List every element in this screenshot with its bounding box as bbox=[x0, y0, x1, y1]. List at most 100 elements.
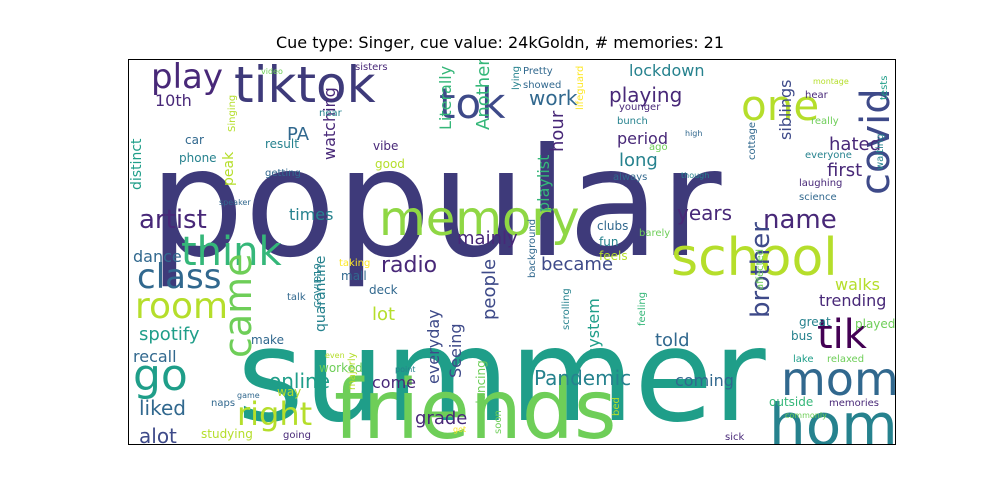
cloud-word-car: car bbox=[185, 133, 204, 147]
cloud-word-everyday: everyday bbox=[424, 309, 443, 384]
cloud-word-younger: younger bbox=[619, 102, 661, 113]
cloud-word-another: Another bbox=[473, 60, 494, 130]
cloud-word-way: way bbox=[277, 385, 301, 399]
cloud-word-majorly: majorly bbox=[347, 352, 358, 390]
cloud-word-mall: mall bbox=[341, 269, 367, 283]
cloud-word-science: science bbox=[799, 192, 837, 203]
cloud-word-radio: radio bbox=[381, 253, 437, 278]
cloud-word-affected: affected bbox=[755, 249, 766, 290]
cloud-word-taking: taking bbox=[339, 258, 370, 269]
cloud-word-playing: playing bbox=[609, 83, 682, 107]
cloud-word-commonly: commonly bbox=[785, 411, 827, 420]
cloud-word-memories: memories bbox=[829, 398, 879, 409]
cloud-word-background: background bbox=[527, 219, 538, 278]
cloud-word-name: name bbox=[763, 205, 837, 235]
cloud-word-tests: tests bbox=[879, 76, 890, 100]
cloud-word-clubs: clubs bbox=[597, 219, 628, 233]
cloud-word-feels: feels bbox=[599, 249, 628, 263]
cloud-word-think: think bbox=[181, 229, 283, 275]
cloud-word-first: first bbox=[827, 160, 862, 181]
cloud-word-one: one bbox=[741, 81, 819, 130]
cloud-word-hear: hear bbox=[805, 90, 829, 101]
cloud-word-told: told bbox=[655, 330, 690, 351]
cloud-word-play: play bbox=[151, 60, 223, 97]
cloud-word-home: home bbox=[769, 391, 895, 444]
cloud-word-period: period bbox=[617, 129, 668, 148]
cloud-word-getting: getting bbox=[265, 168, 301, 179]
cloud-word-outside: outside bbox=[769, 395, 813, 409]
cloud-word-relaxed: relaxed bbox=[827, 354, 864, 365]
cloud-word-showed: showed bbox=[523, 80, 561, 91]
cloud-word-right: right bbox=[237, 395, 312, 433]
word-cloud: popularsummerfriendsmemorytiktokschoolho… bbox=[129, 60, 895, 444]
cloud-word-class: class bbox=[137, 257, 221, 297]
cloud-word-even: even bbox=[325, 351, 345, 360]
cloud-word-point: point bbox=[395, 365, 415, 374]
cloud-word-pandemic: Pandemic bbox=[534, 366, 631, 390]
cloud-word-tiktok: tiktok bbox=[234, 60, 376, 114]
cloud-word-phone: phone bbox=[179, 151, 217, 165]
cloud-word-go: go bbox=[133, 350, 188, 401]
cloud-word-studying: studying bbox=[201, 427, 253, 441]
cloud-word-pa: PA bbox=[287, 124, 310, 145]
cloud-word-singing: Singing bbox=[227, 95, 238, 132]
cloud-word-covid19: COVID19 bbox=[313, 263, 324, 308]
cloud-word-mom: mom bbox=[781, 352, 895, 406]
cloud-word-come: come bbox=[372, 373, 416, 392]
cloud-word-popular: popular bbox=[149, 117, 722, 291]
cloud-word-seeing: Seeing bbox=[446, 323, 465, 378]
cloud-word-speaker: speaker bbox=[219, 198, 251, 207]
cloud-word-hour: hour bbox=[547, 110, 568, 152]
cloud-word-tik: tik bbox=[817, 312, 868, 358]
cloud-word-school: school bbox=[671, 228, 838, 288]
cloud-word-distinct: distinct bbox=[129, 138, 145, 190]
cloud-word-though: though bbox=[681, 171, 709, 180]
cloud-word-high: high bbox=[685, 129, 702, 138]
cloud-word-recall: recall bbox=[133, 347, 177, 366]
cloud-word-bed: bed bbox=[611, 397, 622, 416]
cloud-word-tok: tok bbox=[439, 79, 506, 128]
cloud-word-montage: montage bbox=[813, 77, 849, 86]
cloud-word-alot: alot bbox=[139, 424, 177, 444]
cloud-word-came: came bbox=[216, 253, 260, 358]
cloud-word-lifeguard: lifeguard bbox=[575, 66, 586, 110]
cloud-word-room: room bbox=[135, 286, 228, 327]
cloud-word-sisters: sisters bbox=[355, 62, 388, 73]
cloud-word-lot: lot bbox=[372, 304, 395, 325]
cloud-word-worked: worked bbox=[319, 361, 363, 375]
cloud-word-hated: hated bbox=[829, 134, 881, 155]
cloud-word-friends: friends bbox=[334, 363, 617, 444]
word-cloud-frame: popular summer friends memory tiktok school ho… bbox=[128, 59, 896, 445]
cloud-word-laughing: laughing bbox=[799, 178, 842, 189]
cloud-word-got: got bbox=[453, 425, 466, 434]
cloud-word-spotify: spotify bbox=[139, 324, 200, 345]
cloud-word-good: good bbox=[375, 157, 405, 171]
cloud-word-grade: grade bbox=[415, 408, 467, 429]
cloud-word-peak: peak bbox=[221, 151, 237, 186]
cloud-word-played: played bbox=[855, 317, 895, 331]
cloud-word-literally: Literally bbox=[436, 66, 455, 130]
cloud-word-bus: bus bbox=[791, 329, 812, 343]
cloud-word-quarantine: quarantine bbox=[313, 256, 329, 332]
cloud-word-video: video bbox=[261, 67, 283, 76]
cloud-word-covid: covid bbox=[853, 88, 895, 195]
cloud-word-siblings: siblings bbox=[776, 80, 795, 140]
cloud-word-playlist: playlist bbox=[534, 155, 553, 212]
cloud-word-lockdown: lockdown bbox=[629, 61, 704, 80]
cloud-word-artist: artist bbox=[139, 205, 207, 235]
cloud-word-dancing: dancing bbox=[474, 360, 488, 408]
cloud-word-lake: lake bbox=[793, 354, 814, 365]
cloud-word-system: system bbox=[584, 298, 603, 356]
cloud-word-memory: memory bbox=[379, 191, 580, 247]
cloud-word-cottage: cottage bbox=[747, 122, 758, 160]
cloud-word-liked: liked bbox=[139, 396, 186, 420]
cloud-word-online: online bbox=[269, 369, 330, 393]
cloud-word-summer: summer bbox=[237, 302, 766, 444]
cloud-word-coming: coming bbox=[675, 371, 734, 390]
cloud-word-watching: watching bbox=[320, 87, 339, 160]
cloud-word-years: years bbox=[677, 201, 732, 225]
cloud-word-bunch: bunch bbox=[617, 116, 648, 127]
cloud-word-sick: sick bbox=[725, 432, 744, 443]
cloud-word-always: always bbox=[613, 172, 647, 183]
cloud-word-scrolling: scrolling bbox=[561, 288, 572, 330]
